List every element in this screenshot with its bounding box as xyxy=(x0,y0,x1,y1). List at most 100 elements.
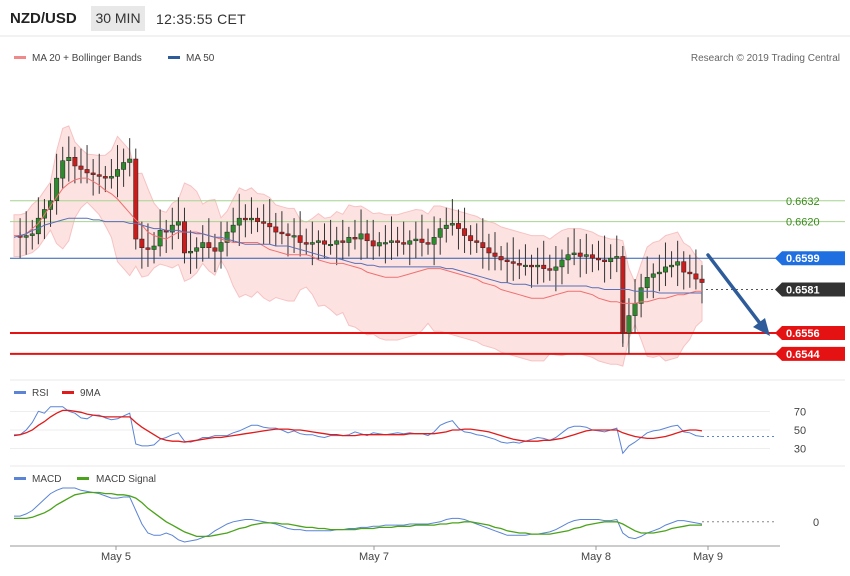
candle-body xyxy=(480,242,486,249)
timeframe-badge[interactable]: 30 MIN xyxy=(91,6,145,31)
candle-body xyxy=(602,259,608,262)
macd-panel: 0 xyxy=(14,487,819,543)
candle-body xyxy=(358,233,364,240)
candle-body xyxy=(60,160,66,179)
candle-body xyxy=(596,257,601,261)
level-label-0.6544: 0.6544 xyxy=(786,349,821,361)
timestamp: 12:35:55 CET xyxy=(156,11,246,27)
candle-body xyxy=(230,224,236,233)
candle-body xyxy=(535,264,541,268)
candle-body xyxy=(522,264,528,267)
legend-swatch-rsi xyxy=(14,391,26,394)
candle-body xyxy=(242,217,248,221)
forecast-arrow xyxy=(706,253,770,336)
candle-body xyxy=(456,223,461,229)
candle-body xyxy=(626,315,632,334)
candle-body xyxy=(547,268,553,271)
candle-body xyxy=(218,242,224,252)
candle-body xyxy=(352,237,358,240)
legend-label-9ma: 9MA xyxy=(80,388,101,399)
candle-body xyxy=(468,235,474,242)
candle-body xyxy=(486,247,492,254)
candle-body xyxy=(309,242,315,245)
candle-body xyxy=(419,238,425,243)
rsi-tick-50: 50 xyxy=(794,425,806,437)
legend-label-bollinger: MA 20 + Bollinger Bands xyxy=(32,53,142,64)
candle-body xyxy=(84,169,90,174)
candle-body xyxy=(541,264,547,269)
candle-body xyxy=(133,158,139,240)
candle-body xyxy=(589,254,595,259)
level-tag-0.6581 xyxy=(775,282,845,297)
candle-body xyxy=(443,224,449,229)
candle-body xyxy=(151,245,157,250)
rsi-tick-30: 30 xyxy=(794,444,806,456)
candle-body xyxy=(425,242,431,245)
candle-body xyxy=(559,259,565,268)
candle-body xyxy=(139,238,145,249)
candle-body xyxy=(401,242,407,245)
candle-body xyxy=(334,240,340,245)
candles xyxy=(17,136,705,354)
level-label-0.6632: 0.6632 xyxy=(786,196,820,208)
candle-body xyxy=(553,266,559,271)
level-label-0.6620: 0.6620 xyxy=(786,217,820,229)
x-label-may5: May 5 xyxy=(101,551,131,563)
candle-body xyxy=(267,223,273,228)
legend-swatch-macd-signal xyxy=(77,477,89,480)
macd-series-macd xyxy=(14,487,703,543)
candle-body xyxy=(699,278,705,283)
candle-body xyxy=(498,256,504,261)
candle-body xyxy=(650,273,656,278)
candle-body xyxy=(565,254,571,261)
candle-body xyxy=(236,217,242,226)
macd-tick-0: 0 xyxy=(813,517,819,529)
x-label-may7: May 7 xyxy=(359,551,389,563)
candle-body xyxy=(96,174,102,177)
candle-body xyxy=(66,157,72,161)
currency-pair-title: NZD/USD xyxy=(10,10,77,27)
candle-body xyxy=(328,244,334,247)
rsi-tick-70: 70 xyxy=(794,406,806,418)
ma20-line xyxy=(14,177,702,304)
price-levels xyxy=(10,200,845,355)
candle-body xyxy=(376,242,382,247)
rsi-series-9ma xyxy=(13,409,703,443)
legend-label-macd: MACD xyxy=(32,474,61,485)
candle-body xyxy=(29,233,35,236)
candle-body xyxy=(303,242,309,245)
macd-series-macd-signal xyxy=(14,491,702,538)
candle-body xyxy=(510,261,516,264)
candle-body xyxy=(72,157,78,167)
candle-body xyxy=(206,242,212,249)
candle-body xyxy=(663,266,668,273)
candle-body xyxy=(273,226,279,233)
legend-swatch-macd xyxy=(14,477,26,480)
candle-body xyxy=(474,240,480,243)
chart-header: NZD/USD 30 MIN 12:35:55 CET xyxy=(0,0,850,36)
rsi-panel: 70 50 30 xyxy=(10,406,806,456)
rsi-legend: RSI 9MA xyxy=(14,388,101,399)
candle-body xyxy=(632,303,638,316)
legend-swatch-ma50 xyxy=(168,56,180,59)
candle-body xyxy=(370,240,376,247)
x-axis: May 5 May 7 May 8 May 9 xyxy=(101,546,723,563)
candle-body xyxy=(516,263,522,266)
candle-body xyxy=(577,252,583,257)
candle-body xyxy=(108,176,114,179)
candle-body xyxy=(608,257,614,262)
candle-body xyxy=(279,231,285,235)
candle-body xyxy=(145,247,151,250)
candle-body xyxy=(249,217,254,221)
candle-body xyxy=(437,228,443,238)
candle-body xyxy=(638,287,644,304)
bollinger-bands xyxy=(13,125,703,367)
level-label-0.6599: 0.6599 xyxy=(786,253,820,265)
candle-body xyxy=(169,224,175,233)
level-tag-0.6544 xyxy=(775,346,845,361)
candle-body xyxy=(200,242,206,249)
moving-averages xyxy=(13,177,702,304)
rsi-series-rsi xyxy=(14,406,703,455)
candle-body xyxy=(297,235,303,243)
